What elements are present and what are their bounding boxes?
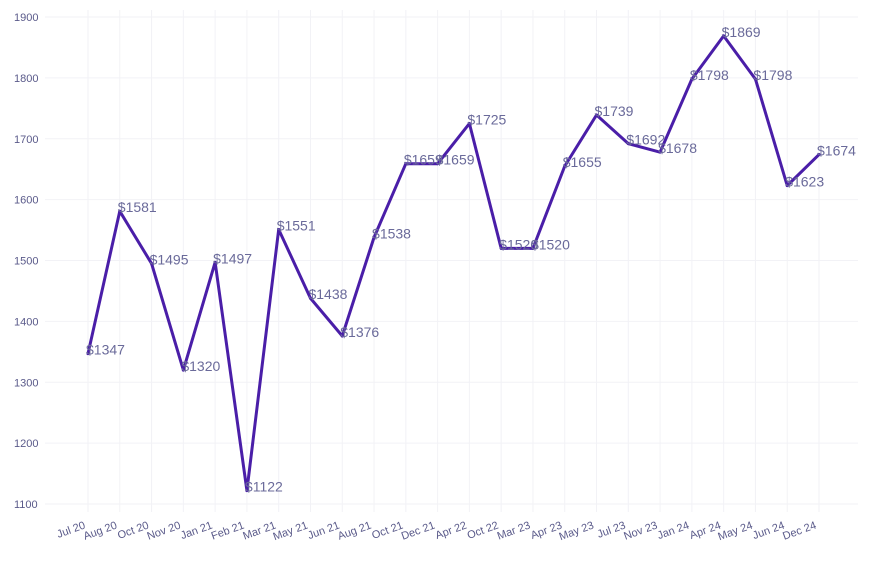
x-tick-label: Jan 24 xyxy=(656,520,691,543)
data-point xyxy=(181,368,185,372)
y-tick-label: 1600 xyxy=(14,195,38,207)
data-point xyxy=(658,150,662,154)
y-tick-label: 1500 xyxy=(14,256,38,268)
data-label: $1376 xyxy=(340,324,379,340)
y-tick-label: 1400 xyxy=(14,316,38,328)
data-point xyxy=(404,162,408,166)
data-point xyxy=(340,334,344,338)
y-tick-label: 1700 xyxy=(14,134,38,146)
x-tick-label: Aug 21 xyxy=(336,520,373,543)
data-label: $1798 xyxy=(753,67,792,83)
data-label: $1725 xyxy=(467,112,506,128)
y-tick-label: 1900 xyxy=(14,12,38,24)
data-label: $1623 xyxy=(785,174,824,190)
data-label: $1655 xyxy=(563,154,602,170)
x-tick-label: Aug 20 xyxy=(82,520,119,543)
x-tick-label: May 23 xyxy=(558,520,596,544)
data-label: $1538 xyxy=(372,225,411,241)
y-axis: 1100 1200 1300 1400 1500 1600 1700 1800 1900 xyxy=(14,12,38,511)
x-tick-label: Dec 21 xyxy=(400,520,437,543)
x-tick-label: May 24 xyxy=(716,520,754,544)
data-label: $1659 xyxy=(404,152,443,168)
x-tick-label: Nov 23 xyxy=(622,520,659,543)
data-point xyxy=(595,113,599,117)
data-point xyxy=(753,77,757,81)
x-tick-label: May 21 xyxy=(271,520,309,544)
data-label: $1739 xyxy=(595,103,634,119)
data-point xyxy=(277,227,281,231)
x-tick-label: Nov 20 xyxy=(146,520,183,543)
y-tick-label: 1800 xyxy=(14,73,38,85)
y-tick-label: 1200 xyxy=(14,438,38,450)
data-point xyxy=(86,352,90,356)
data-point xyxy=(563,164,567,168)
data-label: $1347 xyxy=(86,342,125,358)
data-point xyxy=(372,235,376,239)
data-label: $1798 xyxy=(690,67,729,83)
data-label: $1520 xyxy=(499,236,538,252)
x-tick-label: Dec 24 xyxy=(781,520,818,543)
data-point xyxy=(436,162,440,166)
data-label: $1122 xyxy=(245,479,283,495)
data-label: $1659 xyxy=(436,152,475,168)
x-tick-label: Jul 23 xyxy=(596,520,628,541)
data-point xyxy=(785,184,789,188)
data-point xyxy=(499,246,503,250)
data-label: $1551 xyxy=(277,217,316,233)
data-label: $1497 xyxy=(213,250,252,266)
data-point xyxy=(467,122,471,126)
series-line xyxy=(86,34,821,493)
data-point xyxy=(308,296,312,300)
y-tick-label: 1300 xyxy=(14,377,38,389)
data-label: $1674 xyxy=(817,143,856,159)
data-point xyxy=(626,142,630,146)
data-label: $1438 xyxy=(308,286,347,302)
data-label: $1678 xyxy=(658,140,697,156)
data-point xyxy=(118,209,122,213)
data-point xyxy=(150,262,154,266)
data-point xyxy=(531,246,535,250)
data-labels: $1347 $1581 $1495 $1320 $1497 $1122 $1551 $1438… xyxy=(86,24,856,495)
x-tick-label: Jul 20 xyxy=(55,520,87,541)
data-point xyxy=(213,260,217,264)
data-label: $1320 xyxy=(181,358,220,374)
y-tick-label: 1100 xyxy=(14,499,38,511)
data-label: $1692 xyxy=(626,132,665,148)
data-label: $1869 xyxy=(722,24,761,40)
data-label: $1520 xyxy=(531,236,570,252)
x-tick-label: Mar 23 xyxy=(496,520,532,543)
x-tick-label: Apr 22 xyxy=(434,520,469,542)
data-label: $1581 xyxy=(118,199,157,215)
data-point xyxy=(245,489,249,493)
data-point xyxy=(722,34,726,38)
data-label: $1495 xyxy=(150,252,189,268)
data-point xyxy=(690,77,694,81)
data-point xyxy=(817,153,821,157)
series xyxy=(86,34,821,493)
